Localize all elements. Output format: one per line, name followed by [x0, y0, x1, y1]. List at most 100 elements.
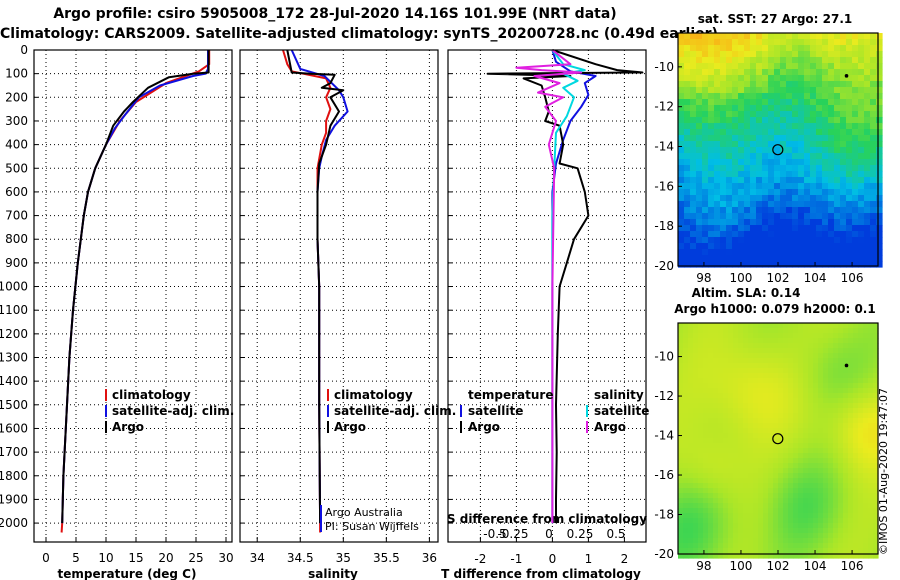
map-cell [828, 383, 834, 389]
map-cell [708, 338, 714, 344]
map-cell [744, 183, 751, 190]
map-cell [763, 343, 769, 349]
map-cell [813, 393, 819, 399]
map-cell [738, 528, 744, 534]
map-cell [778, 383, 784, 389]
map-cell [723, 433, 729, 439]
map-cell [803, 343, 809, 349]
map-cell [798, 45, 805, 52]
map-cell [720, 153, 727, 160]
map-cell [786, 45, 793, 52]
map-cell [693, 478, 699, 484]
map-cell [684, 183, 691, 190]
map-cell [834, 81, 841, 88]
map-cell [804, 75, 811, 82]
map-cell [774, 81, 781, 88]
map-cell [763, 533, 769, 539]
map-cell [818, 523, 824, 529]
map-cell [713, 428, 719, 434]
map-cell [798, 195, 805, 202]
map-cell [828, 373, 834, 379]
map-cell [783, 468, 789, 474]
diff-legend-label: Argo [594, 420, 626, 434]
map-cell [834, 39, 841, 46]
map-cell [743, 533, 749, 539]
map-cell [780, 123, 787, 130]
map-cell [843, 438, 849, 444]
map-cell [858, 343, 864, 349]
map-cell [803, 548, 809, 554]
map-cell [720, 105, 727, 112]
map-cell [718, 338, 724, 344]
map-cell [813, 533, 819, 539]
map-cell [702, 237, 709, 244]
map-cell [702, 165, 709, 172]
map-cell [852, 75, 859, 82]
map-cell [748, 438, 754, 444]
map-cell [792, 135, 799, 142]
map-cell [848, 548, 854, 554]
map-cell [758, 448, 764, 454]
map-cell [684, 63, 691, 70]
map-cell [792, 177, 799, 184]
map-cell [810, 183, 817, 190]
map-cell [780, 183, 787, 190]
map-cell [773, 423, 779, 429]
map-cell [876, 249, 883, 256]
map-cell [744, 213, 751, 220]
map-cell [823, 368, 829, 374]
map-cell [753, 413, 759, 419]
map-cell [678, 195, 685, 202]
map-cell [703, 463, 709, 469]
map-cell [683, 493, 689, 499]
map-cell [763, 458, 769, 464]
map-cell [768, 438, 774, 444]
map-cell [868, 548, 874, 554]
map-cell [834, 33, 841, 40]
map-cell [693, 438, 699, 444]
map-cell [690, 81, 697, 88]
map-cell [846, 159, 853, 166]
map-cell [683, 333, 689, 339]
map-cell [780, 231, 787, 238]
x-tick-label: 36 [422, 551, 437, 565]
map-cell [713, 368, 719, 374]
map-cell [833, 343, 839, 349]
map-cell [843, 328, 849, 334]
map-cell [858, 51, 865, 58]
map-cell [748, 458, 754, 464]
map-cell [810, 261, 817, 268]
map-cell [873, 368, 879, 374]
map-cell [744, 237, 751, 244]
map-cell [822, 231, 829, 238]
map-cell [868, 488, 874, 494]
map-cell [774, 237, 781, 244]
map-cell [818, 393, 824, 399]
map-cell [750, 57, 757, 64]
map-cell [762, 177, 769, 184]
map-cell [702, 255, 709, 262]
map-cell [816, 105, 823, 112]
map-cell [828, 378, 834, 384]
map-cell [762, 219, 769, 226]
map-cell [683, 543, 689, 549]
map-cell [683, 488, 689, 494]
map-cell [750, 231, 757, 238]
map-cell [853, 438, 859, 444]
map-cell [876, 141, 883, 148]
map-cell [758, 393, 764, 399]
map-cell [684, 177, 691, 184]
map-cell [756, 57, 763, 64]
map-cell [748, 403, 754, 409]
map-cell [762, 225, 769, 232]
map-cell [783, 378, 789, 384]
map-cell [822, 123, 829, 130]
map-cell [870, 159, 877, 166]
map-cell [714, 231, 721, 238]
map-cell [818, 473, 824, 479]
map-cell [773, 403, 779, 409]
depth-tick-label: 700 [5, 209, 28, 223]
map-cell [714, 177, 721, 184]
map-cell [822, 147, 829, 154]
diff-legend-label: satellite [468, 404, 523, 418]
